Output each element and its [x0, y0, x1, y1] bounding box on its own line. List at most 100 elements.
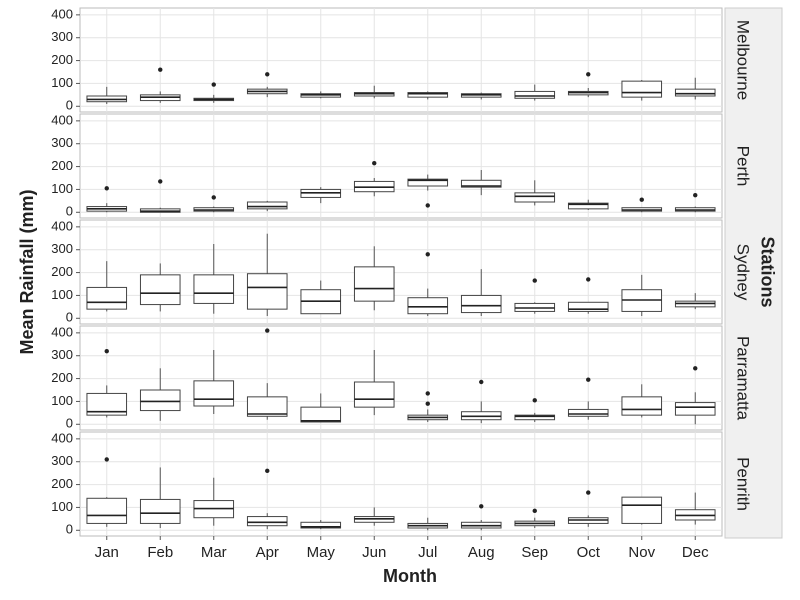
y-tick-label: 200	[51, 264, 73, 279]
y-tick-label: 400	[51, 430, 73, 445]
box	[193, 274, 235, 304]
box	[621, 496, 663, 524]
box	[514, 192, 556, 203]
panel	[79, 431, 723, 537]
box	[460, 179, 502, 188]
x-tick-label: May	[307, 544, 336, 561]
outlier	[586, 490, 591, 495]
box	[353, 266, 395, 302]
x-tick-label: Jul	[418, 544, 437, 561]
facet-label: Sydney	[734, 244, 753, 301]
outlier	[211, 82, 216, 87]
outlier	[693, 366, 698, 371]
outlier	[425, 252, 430, 257]
box	[86, 497, 128, 524]
x-tick-label: Oct	[577, 544, 601, 561]
y-tick-label: 200	[51, 52, 73, 67]
outlier	[158, 179, 163, 184]
y-tick-label: 300	[51, 241, 73, 256]
y-tick-label: 100	[51, 393, 73, 408]
outlier	[479, 379, 484, 385]
y-tick-label: 400	[51, 112, 73, 127]
y-tick-label: 0	[66, 416, 73, 431]
outlier	[425, 391, 430, 396]
box	[407, 297, 449, 315]
x-tick-label: Jun	[362, 544, 386, 561]
y-tick-label: 200	[51, 158, 73, 173]
y-tick-label: 100	[51, 499, 73, 514]
panel	[79, 113, 723, 219]
box	[514, 414, 556, 421]
outlier	[372, 160, 377, 166]
outlier	[532, 278, 537, 283]
y-tick-label: 0	[66, 98, 73, 113]
y-tick-label: 200	[51, 370, 73, 385]
outlier	[104, 186, 109, 191]
outlier	[639, 197, 644, 202]
outlier	[479, 504, 484, 509]
x-tick-label: Aug	[468, 544, 495, 561]
box	[300, 406, 342, 423]
box	[407, 92, 449, 98]
facet-label: Perth	[734, 146, 753, 187]
box	[353, 381, 395, 408]
facet-label: Penrith	[734, 457, 753, 511]
box	[246, 396, 288, 417]
outlier	[586, 277, 591, 282]
outlier	[532, 398, 537, 403]
y-tick-label: 200	[51, 476, 73, 491]
y-tick-label: 300	[51, 453, 73, 468]
box	[246, 273, 288, 310]
y-tick-label: 300	[51, 347, 73, 362]
box	[674, 402, 716, 416]
outlier	[104, 457, 109, 462]
outlier	[265, 72, 270, 77]
box	[300, 521, 342, 529]
x-tick-label: Dec	[682, 544, 709, 561]
y-tick-label: 0	[66, 310, 73, 325]
y-tick-label: 300	[51, 135, 73, 150]
y-tick-label: 400	[51, 6, 73, 21]
panel	[79, 7, 723, 113]
y-tick-label: 400	[51, 218, 73, 233]
outlier	[532, 508, 537, 514]
y-tick-label: 400	[51, 324, 73, 339]
box	[567, 301, 609, 312]
x-axis-title: Month	[383, 566, 437, 586]
box	[193, 380, 235, 407]
x-tick-label: Mar	[201, 544, 227, 561]
x-tick-label: Apr	[256, 544, 279, 561]
box	[139, 389, 181, 412]
facet-title: Stations	[757, 236, 777, 307]
x-tick-label: Feb	[147, 544, 173, 561]
box	[86, 286, 128, 310]
facet-strip	[724, 7, 783, 539]
box	[567, 408, 609, 417]
panel	[79, 325, 723, 431]
box	[674, 88, 716, 97]
x-tick-label: Sep	[521, 544, 548, 561]
x-tick-label: Jan	[95, 544, 119, 561]
y-tick-label: 0	[66, 204, 73, 219]
outlier	[265, 468, 270, 474]
outlier	[693, 192, 698, 198]
x-tick-label: Nov	[628, 544, 655, 561]
box	[139, 498, 181, 524]
y-tick-label: 100	[51, 181, 73, 196]
box	[246, 201, 288, 210]
y-axis-title: Mean Rainfall (mm)	[17, 189, 37, 354]
outlier	[158, 67, 163, 72]
facet-label: Parramatta	[734, 336, 753, 421]
box	[567, 202, 609, 210]
box	[621, 80, 663, 98]
box	[514, 90, 556, 99]
panel	[79, 219, 723, 325]
y-tick-label: 100	[51, 287, 73, 302]
box	[407, 178, 449, 187]
box	[246, 516, 288, 527]
facet-label: Melbourne	[734, 20, 753, 100]
box	[139, 274, 181, 306]
outlier	[265, 328, 270, 333]
box	[621, 396, 663, 416]
y-tick-label: 0	[66, 522, 73, 537]
